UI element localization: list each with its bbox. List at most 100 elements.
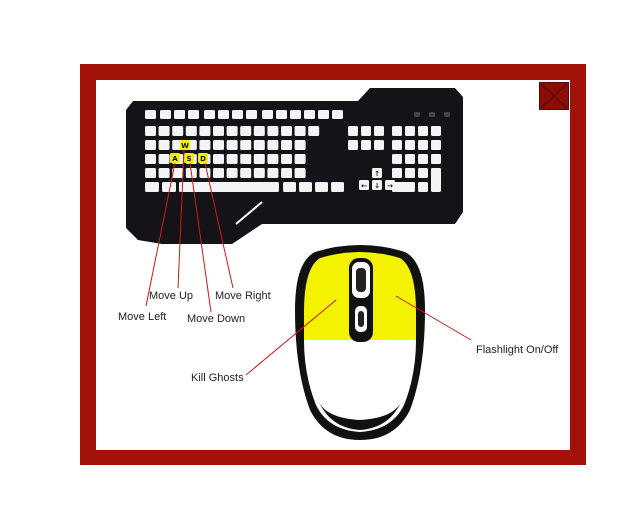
key (213, 140, 224, 150)
key (145, 154, 156, 164)
key (276, 110, 287, 119)
key (188, 110, 199, 119)
key (226, 126, 238, 136)
key (158, 168, 170, 178)
key (361, 140, 371, 150)
key (294, 168, 306, 178)
key (240, 126, 252, 136)
scroll-wheel (356, 268, 366, 292)
key (213, 126, 224, 136)
key (418, 182, 428, 192)
key (361, 126, 371, 136)
key (283, 182, 296, 192)
key (267, 126, 279, 136)
flashlight-label: Flashlight On/Off (476, 344, 559, 356)
key (145, 182, 159, 192)
arrow-key-label: ↓ (374, 182, 380, 190)
key (226, 154, 238, 164)
key (405, 168, 415, 178)
close-button[interactable] (539, 82, 569, 110)
key (374, 126, 384, 136)
key (392, 126, 402, 136)
key (294, 126, 306, 136)
key-a (170, 153, 180, 163)
key (253, 140, 265, 150)
key (374, 140, 384, 150)
key (145, 126, 156, 136)
key (218, 110, 229, 119)
key (226, 140, 238, 150)
key (299, 182, 312, 192)
key (253, 168, 265, 178)
key (405, 154, 415, 164)
key (281, 126, 292, 136)
key (213, 168, 224, 178)
key (418, 168, 428, 178)
kill-ghosts-label: Kill Ghosts (191, 372, 244, 384)
mouse-image (295, 245, 425, 440)
key (267, 140, 279, 150)
key (158, 140, 170, 150)
wasd-keys: WA S D (170, 140, 208, 163)
media-key (444, 112, 450, 117)
arrow-key-label: ↑ (374, 170, 380, 178)
key (262, 110, 273, 119)
key (332, 110, 343, 119)
key (204, 110, 215, 119)
arrow-key-label: → (387, 182, 393, 190)
key (172, 126, 184, 136)
key-w (180, 140, 190, 150)
key (162, 182, 176, 192)
key (304, 110, 315, 119)
arrow-key (372, 168, 382, 178)
key (431, 140, 441, 150)
key-s-label: S (186, 155, 191, 163)
key (392, 154, 402, 164)
key (405, 126, 415, 136)
move-right-label: Move Right (215, 290, 271, 302)
key (246, 110, 257, 119)
close-x-icon (539, 82, 569, 110)
key (199, 126, 211, 136)
move-down-label: Move Down (187, 313, 246, 325)
key (392, 168, 402, 178)
arrow-key-label: ← (361, 182, 367, 190)
key (418, 126, 428, 136)
media-key (414, 112, 420, 117)
key-s (184, 153, 194, 163)
key-d-label: D (200, 155, 206, 163)
key (185, 126, 197, 136)
key (418, 140, 428, 150)
arrow-key (372, 180, 382, 190)
key (240, 140, 252, 150)
key (158, 154, 170, 164)
key (392, 182, 415, 192)
key (267, 154, 279, 164)
key (418, 154, 428, 164)
key (318, 110, 329, 119)
key (145, 168, 156, 178)
key (253, 154, 265, 164)
arrow-key (359, 180, 369, 190)
key (172, 168, 184, 178)
key (392, 140, 402, 150)
key (174, 110, 185, 119)
key (405, 140, 415, 150)
key (145, 110, 156, 119)
keyboard-keys (145, 110, 450, 192)
key (431, 126, 441, 136)
key (199, 140, 211, 150)
move-left-label: Move Left (118, 311, 167, 323)
move-up-label: Move Up (149, 290, 194, 302)
spacebar (179, 182, 279, 192)
key (315, 182, 328, 192)
media-key (429, 112, 435, 117)
key-w-label: W (181, 142, 189, 150)
key (199, 168, 211, 178)
key (294, 140, 306, 150)
key (348, 140, 358, 150)
key (232, 110, 243, 119)
key (213, 154, 224, 164)
key (294, 154, 306, 164)
key-d (198, 153, 208, 163)
